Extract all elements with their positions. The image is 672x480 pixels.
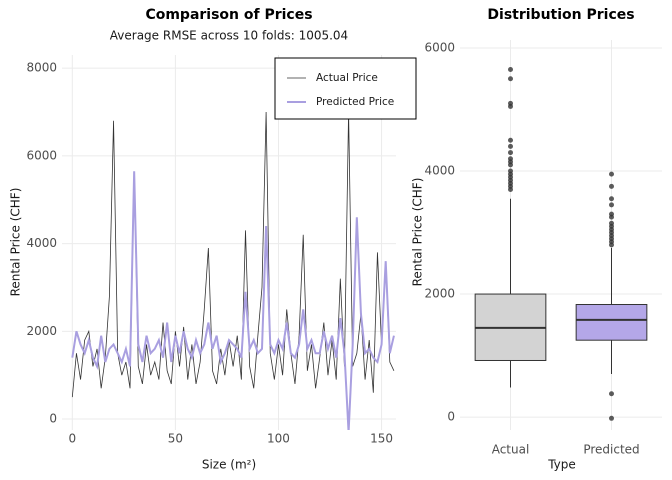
y-tick-label: 0	[49, 412, 57, 426]
y-tick-label: 2000	[26, 324, 57, 338]
chart-title: Comparison of Prices	[145, 7, 312, 23]
chart-title: Distribution Prices	[487, 7, 634, 23]
outlier	[609, 415, 614, 421]
outlier	[609, 211, 614, 217]
y-tick-label: 8000	[26, 61, 57, 75]
legend-label: Actual Price	[316, 72, 378, 84]
outlier	[609, 171, 614, 177]
outlier	[508, 150, 513, 156]
x-tick-label: 150	[370, 432, 393, 446]
outlier	[508, 100, 513, 106]
x-axis-title: Size (m²)	[202, 458, 256, 472]
x-axis-title: Type	[547, 458, 576, 472]
legend: Actual Price Predicted Price	[274, 57, 417, 120]
x-tick-label: 0	[68, 432, 76, 446]
outlier	[609, 202, 614, 208]
y-tick-label: 6000	[26, 148, 57, 162]
line-series	[71, 171, 395, 430]
plot-area	[71, 112, 395, 430]
y-tick-label: 0	[447, 410, 455, 424]
outlier	[508, 137, 513, 143]
outlier	[508, 156, 513, 162]
outlier	[609, 391, 614, 397]
x-tick-label: 50	[168, 432, 183, 446]
y-axis-title: Rental Price (CHF)	[9, 188, 23, 297]
y-tick-label: 2000	[424, 287, 455, 301]
legend-label: Predicted Price	[316, 96, 394, 108]
line-series	[71, 112, 395, 398]
outlier	[609, 183, 614, 189]
chart-subtitle: Average RMSE across 10 folds: 1005.04	[110, 29, 348, 43]
y-tick-label: 6000	[424, 40, 455, 54]
outlier	[508, 76, 513, 82]
legend-box	[274, 57, 417, 120]
outlier	[508, 67, 513, 73]
outlier	[508, 143, 513, 149]
y-axis-title: Rental Price (CHF)	[411, 178, 425, 287]
outlier	[609, 220, 614, 226]
y-tick-label: 4000	[26, 236, 57, 250]
outlier	[609, 196, 614, 202]
outlier	[508, 168, 513, 174]
x-tick-label: 100	[267, 432, 290, 446]
box	[575, 304, 648, 341]
x-tick-label: Actual	[492, 443, 530, 457]
x-tick-label: Predicted	[583, 443, 639, 457]
y-tick-label: 4000	[424, 164, 455, 178]
